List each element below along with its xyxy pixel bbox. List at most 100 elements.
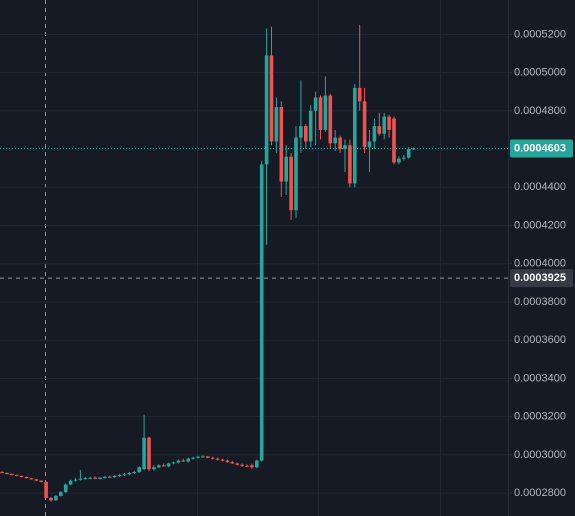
candle-body xyxy=(152,467,156,470)
candle-body xyxy=(318,97,323,130)
candle-body xyxy=(397,158,401,163)
candle-body xyxy=(166,463,171,467)
candle-body xyxy=(210,457,215,459)
candle-body xyxy=(122,474,127,476)
candle-body xyxy=(245,465,249,467)
y-tick-label: 0.0003400 xyxy=(514,372,566,384)
candle-body xyxy=(127,473,132,475)
candle-body xyxy=(348,145,352,184)
candle-body xyxy=(225,460,230,463)
candle-body xyxy=(362,101,367,148)
candle-body xyxy=(357,87,362,102)
candle-body xyxy=(161,465,166,467)
candle-body xyxy=(63,484,68,493)
candle-body xyxy=(103,476,107,478)
y-tick-label: 0.0005200 xyxy=(514,28,566,40)
candle-body xyxy=(171,462,176,464)
candle-body xyxy=(313,97,318,111)
candle-body xyxy=(98,477,102,479)
candle-body xyxy=(186,458,190,462)
last-price-box xyxy=(510,139,573,158)
candle-body xyxy=(333,137,337,144)
y-tick-label: 0.0003200 xyxy=(514,411,566,423)
candle-body xyxy=(372,126,377,142)
candle-body xyxy=(304,126,308,142)
candle-body xyxy=(279,107,284,182)
candle-body xyxy=(108,476,112,478)
y-tick-label: 0.0003600 xyxy=(514,334,566,346)
candle-body xyxy=(78,478,83,480)
candle-body xyxy=(68,480,73,485)
candle-body xyxy=(5,473,9,474)
candle-body xyxy=(83,478,88,480)
candle-body xyxy=(0,472,4,474)
candle-body xyxy=(176,460,181,463)
candle-body xyxy=(39,480,43,482)
candle-body xyxy=(142,437,146,470)
candle-body xyxy=(215,458,220,460)
candle-body xyxy=(328,95,333,144)
candle-body xyxy=(299,126,303,138)
candle-body xyxy=(93,477,97,479)
candle-body xyxy=(181,460,186,462)
candle-body xyxy=(387,116,391,130)
candle-body xyxy=(343,145,347,150)
candle-body xyxy=(338,137,342,150)
candle-body xyxy=(112,475,117,478)
candle-body xyxy=(220,459,225,461)
candle-body xyxy=(382,116,386,134)
candle-body xyxy=(323,95,328,130)
candle-body xyxy=(49,497,53,501)
crosshair-box xyxy=(510,269,573,288)
y-tick-label: 0.0003800 xyxy=(514,296,566,308)
crosshair-label: 0.0003925 xyxy=(514,272,566,284)
candle-body xyxy=(157,465,161,468)
candle-body xyxy=(14,474,19,476)
candle-body xyxy=(196,456,200,458)
candle-body xyxy=(147,437,151,470)
candle-body xyxy=(24,477,29,479)
candle-body xyxy=(137,467,141,473)
candle-body xyxy=(294,137,298,211)
candle-body xyxy=(392,118,396,163)
candle-body xyxy=(235,463,239,465)
candle-body xyxy=(353,87,357,184)
candle-body xyxy=(240,464,244,466)
last-price-label: 0.0004603 xyxy=(514,142,566,154)
candle-body xyxy=(132,472,137,474)
candle-body xyxy=(259,164,264,461)
candle-body xyxy=(377,126,382,134)
candle-body xyxy=(117,474,122,476)
candle-body xyxy=(274,107,279,142)
candle-body xyxy=(201,456,205,458)
candle-body xyxy=(230,462,235,464)
y-tick-label: 0.0004400 xyxy=(514,181,566,193)
y-tick-label: 0.0003000 xyxy=(514,449,566,461)
candle-body xyxy=(34,479,39,481)
candle-body xyxy=(411,148,416,150)
candle-body xyxy=(191,457,195,459)
candle-body xyxy=(88,477,92,479)
y-tick-label: 0.0004800 xyxy=(514,105,566,117)
y-tick-label: 0.0005000 xyxy=(514,67,566,79)
candle-body xyxy=(269,55,274,142)
candle-body xyxy=(289,156,293,211)
candle-body xyxy=(206,456,210,458)
candle-body xyxy=(54,495,58,501)
y-tick-label: 0.0004000 xyxy=(514,258,566,270)
candle-body xyxy=(29,478,34,480)
candle-body xyxy=(264,55,269,165)
candle-body xyxy=(19,475,24,478)
candle-body xyxy=(44,481,48,498)
candle-body xyxy=(406,149,411,158)
candle-body xyxy=(367,141,372,148)
candle-body xyxy=(73,479,78,481)
y-tick-label: 0.0002800 xyxy=(514,487,566,499)
candle-body xyxy=(308,110,313,142)
candle-body xyxy=(284,156,288,182)
candle-body xyxy=(59,492,63,496)
candle-body xyxy=(402,157,406,159)
